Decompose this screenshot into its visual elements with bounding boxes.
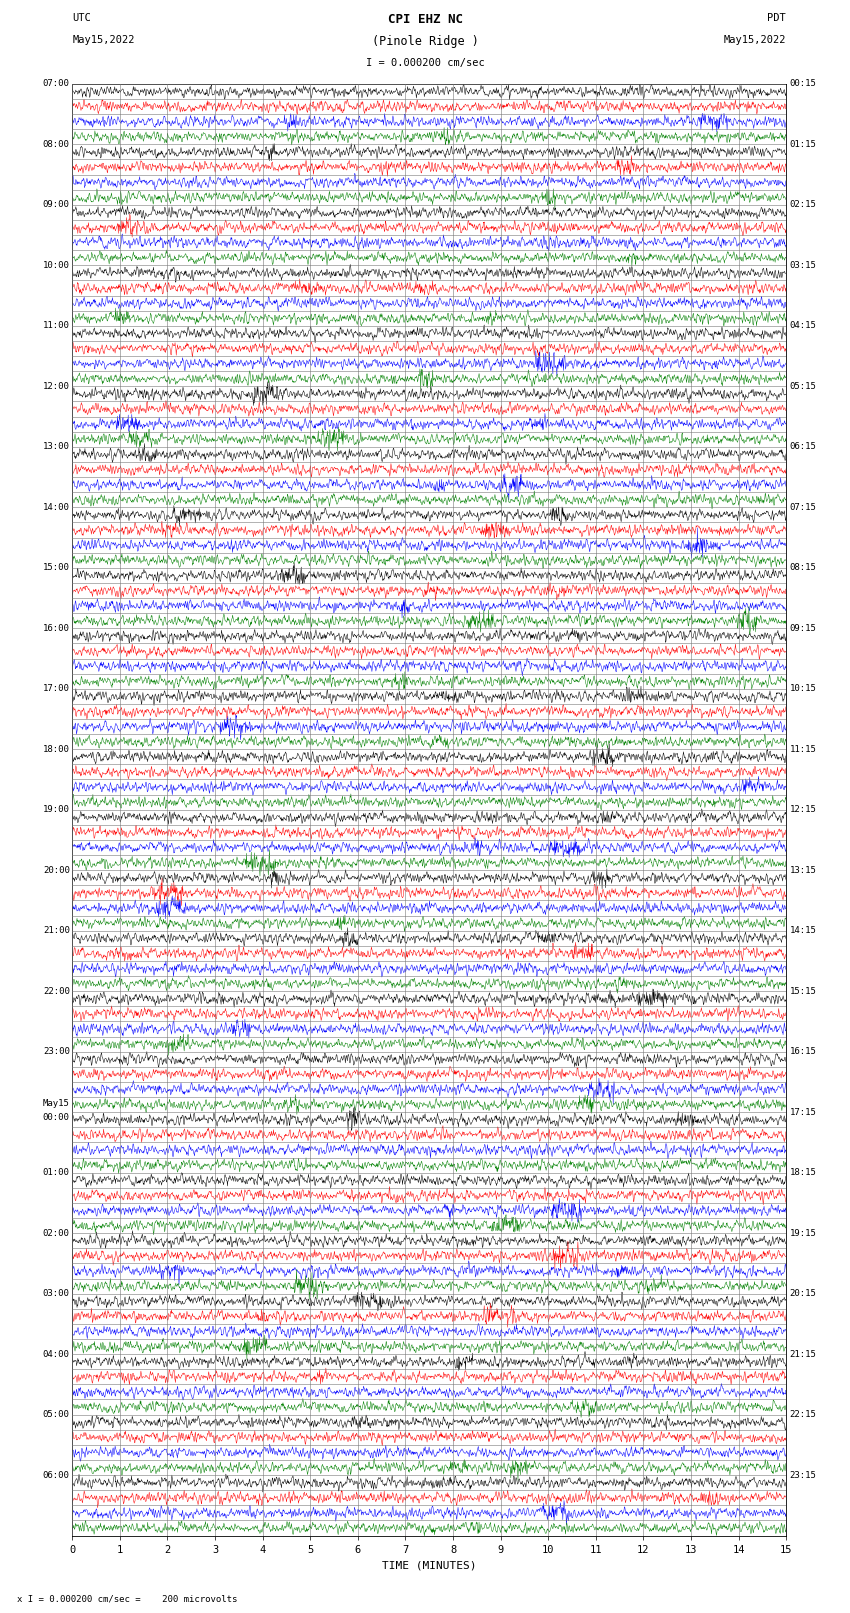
Text: 12:00: 12:00 (42, 382, 70, 390)
Text: 11:15: 11:15 (790, 745, 817, 753)
Text: 10:15: 10:15 (790, 684, 817, 694)
Text: 03:00: 03:00 (42, 1289, 70, 1298)
X-axis label: TIME (MINUTES): TIME (MINUTES) (382, 1560, 477, 1569)
Text: 18:00: 18:00 (42, 745, 70, 753)
Text: 09:15: 09:15 (790, 624, 817, 632)
Text: 10:00: 10:00 (42, 261, 70, 269)
Text: 00:00: 00:00 (42, 1113, 70, 1123)
Text: May15,2022: May15,2022 (723, 35, 786, 45)
Text: 00:15: 00:15 (790, 79, 817, 89)
Text: May15: May15 (42, 1098, 70, 1108)
Text: 04:00: 04:00 (42, 1350, 70, 1358)
Text: 14:15: 14:15 (790, 926, 817, 936)
Text: 06:15: 06:15 (790, 442, 817, 452)
Text: 06:00: 06:00 (42, 1471, 70, 1479)
Text: 16:00: 16:00 (42, 624, 70, 632)
Text: 16:15: 16:15 (790, 1047, 817, 1057)
Text: 09:00: 09:00 (42, 200, 70, 210)
Text: 02:00: 02:00 (42, 1229, 70, 1237)
Text: 15:00: 15:00 (42, 563, 70, 573)
Text: 05:00: 05:00 (42, 1410, 70, 1419)
Text: 22:00: 22:00 (42, 987, 70, 995)
Text: 23:00: 23:00 (42, 1047, 70, 1057)
Text: 12:15: 12:15 (790, 805, 817, 815)
Text: 08:00: 08:00 (42, 140, 70, 148)
Text: CPI EHZ NC: CPI EHZ NC (388, 13, 462, 26)
Text: 15:15: 15:15 (790, 987, 817, 995)
Text: 11:00: 11:00 (42, 321, 70, 331)
Text: 17:15: 17:15 (790, 1108, 817, 1116)
Text: 21:00: 21:00 (42, 926, 70, 936)
Text: 22:15: 22:15 (790, 1410, 817, 1419)
Text: PDT: PDT (768, 13, 786, 23)
Text: 19:15: 19:15 (790, 1229, 817, 1237)
Text: 23:15: 23:15 (790, 1471, 817, 1479)
Text: 05:15: 05:15 (790, 382, 817, 390)
Text: 20:00: 20:00 (42, 866, 70, 874)
Text: 02:15: 02:15 (790, 200, 817, 210)
Text: 14:00: 14:00 (42, 503, 70, 511)
Text: 20:15: 20:15 (790, 1289, 817, 1298)
Text: 01:00: 01:00 (42, 1168, 70, 1177)
Text: 07:00: 07:00 (42, 79, 70, 89)
Text: x I = 0.000200 cm/sec =    200 microvolts: x I = 0.000200 cm/sec = 200 microvolts (17, 1594, 237, 1603)
Text: 18:15: 18:15 (790, 1168, 817, 1177)
Text: 08:15: 08:15 (790, 563, 817, 573)
Text: 21:15: 21:15 (790, 1350, 817, 1358)
Text: May15,2022: May15,2022 (72, 35, 135, 45)
Text: 07:15: 07:15 (790, 503, 817, 511)
Text: I = 0.000200 cm/sec: I = 0.000200 cm/sec (366, 58, 484, 68)
Text: 13:15: 13:15 (790, 866, 817, 874)
Text: 03:15: 03:15 (790, 261, 817, 269)
Text: 17:00: 17:00 (42, 684, 70, 694)
Text: (Pinole Ridge ): (Pinole Ridge ) (371, 35, 479, 48)
Text: 01:15: 01:15 (790, 140, 817, 148)
Text: 04:15: 04:15 (790, 321, 817, 331)
Text: 19:00: 19:00 (42, 805, 70, 815)
Text: 13:00: 13:00 (42, 442, 70, 452)
Text: UTC: UTC (72, 13, 91, 23)
